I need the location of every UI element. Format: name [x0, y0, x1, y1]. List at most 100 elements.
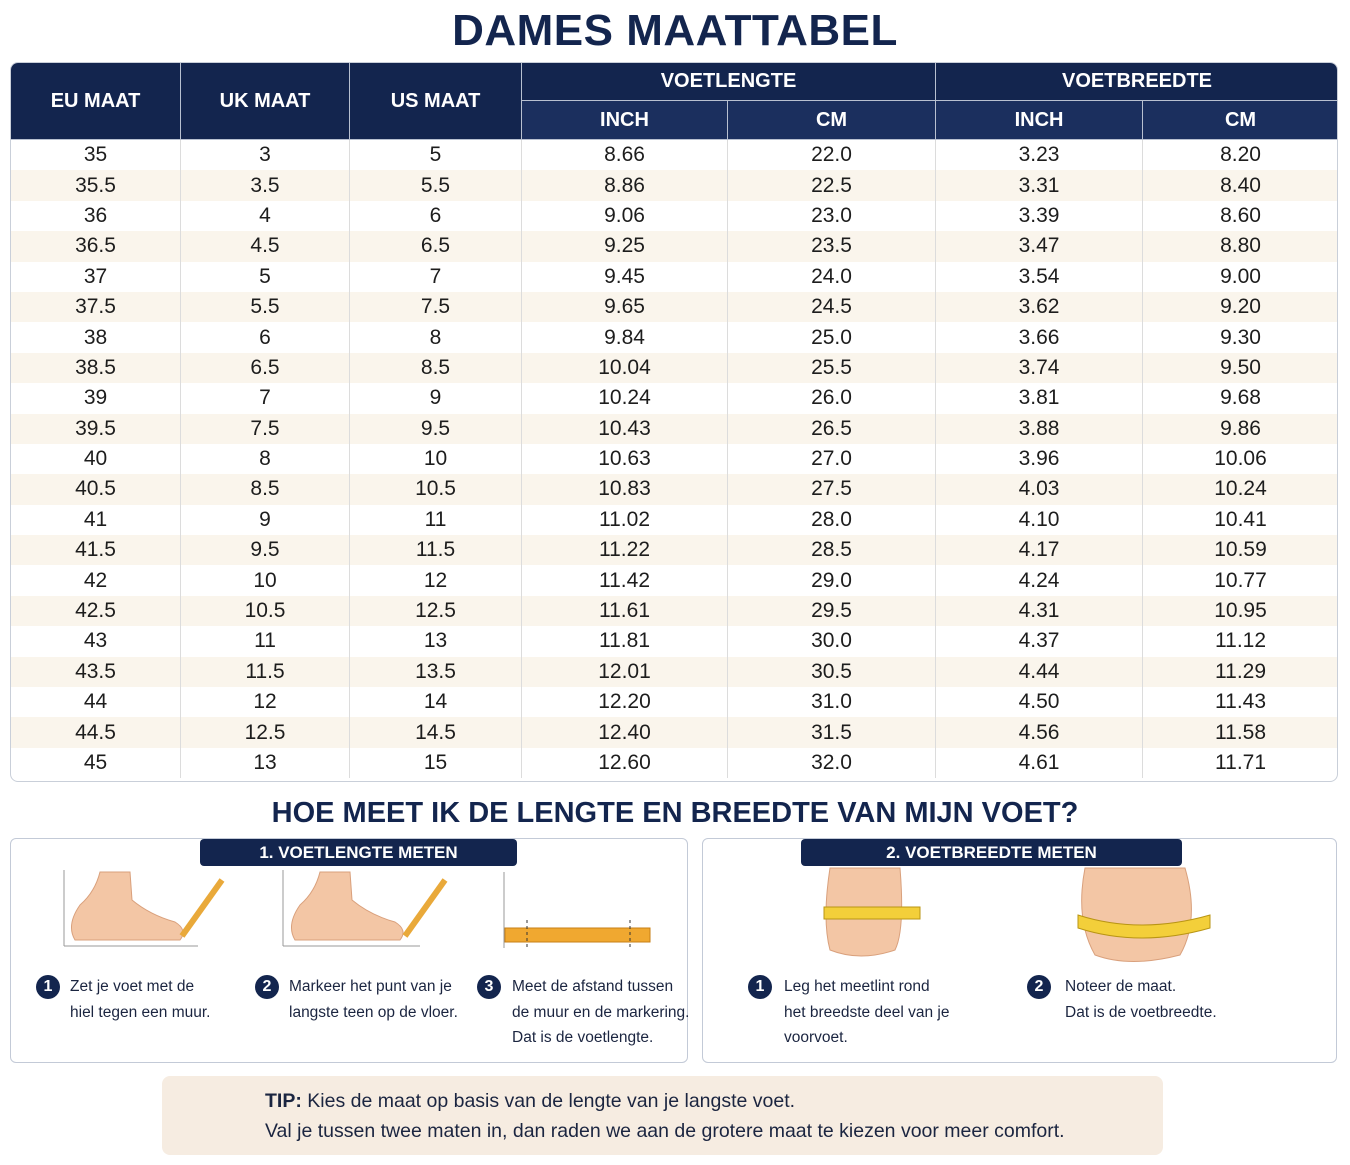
table-cell: 8.40: [1142, 170, 1337, 201]
panel-title: 2. VOETBREEDTE METEN: [801, 839, 1182, 866]
table-cell: 9.45: [521, 261, 728, 292]
table-cell: 3.88: [935, 413, 1144, 444]
table-cell: 11.5: [180, 656, 350, 688]
table-row: 38 6 8 9.84 25.0 3.66 9.30: [11, 322, 1337, 353]
table-cell: 10: [180, 565, 350, 596]
table-cell: 11: [349, 504, 522, 536]
table-cell: 36: [11, 200, 181, 232]
header-cell: US MAAT: [349, 63, 522, 140]
size-table: EU MAAT UK MAAT US MAAT VOETLENGTE VOETBREED…: [11, 63, 1337, 779]
table-cell: 42: [11, 565, 181, 596]
step-text: Markeer het punt van je: [289, 978, 452, 995]
table-cell: 10.41: [1142, 504, 1337, 536]
table-cell: 36.5: [11, 231, 181, 262]
table-cell: 39: [11, 383, 181, 414]
table-cell: 22.5: [726, 170, 937, 201]
table-cell: 12.20: [521, 687, 728, 718]
table-row: 41 9 11 11.02 28.0 4.10 10.41: [11, 504, 1337, 536]
table-cell: 4.44: [935, 656, 1144, 688]
foot-side-1: [63, 870, 225, 947]
table-cell: 3.81: [935, 383, 1144, 414]
table-cell: 38.5: [11, 352, 181, 384]
table-cell: 3.66: [935, 322, 1144, 353]
table-cell: 12.01: [521, 656, 728, 688]
table-cell: 11.42: [521, 565, 728, 596]
table-cell: 9: [180, 504, 350, 536]
step-text: Zet je voet met de: [70, 978, 195, 995]
table-cell: 3.96: [935, 443, 1144, 475]
sub-header: CM: [726, 100, 937, 140]
table-cell: 11: [180, 626, 350, 657]
table-cell: 4.5: [180, 231, 350, 262]
table-cell: 26.5: [726, 413, 937, 444]
panel: [10, 838, 688, 1063]
table-cell: 31.0: [726, 687, 937, 718]
step-number: 3: [477, 975, 501, 999]
table-cell: 8: [180, 443, 350, 475]
tip-line: TIP: Kies de maat op basis van de lengte…: [265, 1090, 795, 1113]
table-cell: 14.5: [349, 717, 522, 748]
table-cell: 8.20: [1142, 139, 1337, 171]
table-cell: 8.66: [521, 139, 728, 171]
table-body: 35 3 5 8.66 22.0 3.23 8.20 35.5 3.5 5.5 8.86 22.5 3.…: [11, 139, 1337, 779]
table-cell: 9.65: [521, 291, 728, 323]
table-cell: 4.56: [935, 717, 1144, 748]
panel: [702, 838, 1337, 1063]
tip-line: Val je tussen twee maten in, dan raden w…: [265, 1120, 1065, 1142]
sub-header: INCH: [935, 100, 1144, 140]
table-row: 42.5 10.5 12.5 11.61 29.5 4.31 10.95: [11, 595, 1337, 627]
table-cell: 37.5: [11, 291, 181, 323]
table-cell: 11.5: [349, 535, 522, 566]
table-cell: 3.39: [935, 200, 1144, 232]
step-text: Meet de afstand tussen: [512, 978, 674, 995]
table-cell: 11.12: [1142, 626, 1337, 657]
table-cell: 10.59: [1142, 535, 1337, 566]
table-cell: 10.06: [1142, 443, 1337, 475]
table-cell: 12.5: [349, 595, 522, 627]
table-cell: 24.5: [726, 291, 937, 323]
table-cell: 43.5: [11, 656, 181, 688]
table-cell: 38: [11, 322, 181, 353]
step-number: 1: [36, 975, 60, 999]
table-cell: 8.80: [1142, 231, 1337, 262]
table-cell: 11.29: [1142, 656, 1337, 688]
table-cell: 8.5: [180, 474, 350, 505]
table-cell: 32.0: [726, 747, 937, 779]
table-cell: 40.5: [11, 474, 181, 505]
table-cell: 10.24: [521, 383, 728, 414]
table-cell: 5: [180, 261, 350, 292]
table-row: 36 4 6 9.06 23.0 3.39 8.60: [11, 200, 1337, 232]
step-number: 2: [255, 975, 279, 999]
step-text: de muur en de markering.: [512, 1003, 690, 1021]
table-cell: 13: [180, 747, 350, 779]
table-cell: 28.5: [726, 535, 937, 566]
table-cell: 5.5: [180, 291, 350, 323]
table-cell: 44: [11, 687, 181, 718]
table-cell: 27.5: [726, 474, 937, 505]
table-row: 39.5 7.5 9.5 10.43 26.5 3.88 9.86: [11, 413, 1337, 444]
table-cell: 14: [349, 687, 522, 718]
ruler: [503, 872, 651, 950]
table-row: 39 7 9 10.24 26.0 3.81 9.68: [11, 383, 1337, 414]
table-cell: 26.0: [726, 383, 937, 414]
foot-top-2: [1077, 867, 1211, 962]
table-head: EU MAAT UK MAAT US MAAT VOETLENGTE VOETBREED…: [11, 63, 1337, 140]
table-row: 40.5 8.5 10.5 10.83 27.5 4.03 10.24: [11, 474, 1337, 505]
table-row: 36.5 4.5 6.5 9.25 23.5 3.47 8.80: [11, 231, 1337, 262]
foot-top-1: [823, 867, 921, 957]
step-text: Dat is de voetbreedte.: [1065, 1003, 1217, 1021]
table-cell: 8.5: [349, 352, 522, 384]
table-row: 35.5 3.5 5.5 8.86 22.5 3.31 8.40: [11, 170, 1337, 201]
table-row: 44 12 14 12.20 31.0 4.50 11.43: [11, 687, 1337, 718]
table-cell: 6: [349, 200, 522, 232]
table-cell: 9.20: [1142, 291, 1337, 323]
table-cell: 9.25: [521, 231, 728, 262]
table-cell: 7.5: [180, 413, 350, 444]
table-cell: 3.23: [935, 139, 1144, 171]
group-header: VOETLENGTE: [520, 63, 937, 101]
table-cell: 3.54: [935, 261, 1144, 292]
table-cell: 5.5: [349, 170, 522, 201]
table-cell: 4.10: [935, 504, 1144, 536]
